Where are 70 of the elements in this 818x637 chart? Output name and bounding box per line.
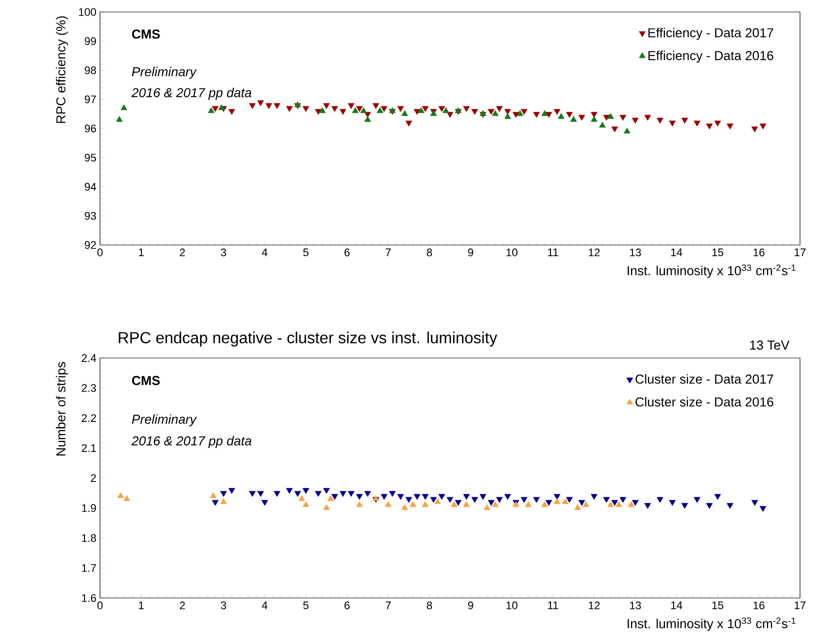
x-tick-label: 16 bbox=[754, 602, 764, 610]
x-tick-label: 3 bbox=[220, 602, 226, 610]
x-tick-label: 9 bbox=[468, 248, 474, 256]
annotation: Preliminary bbox=[132, 66, 197, 79]
x-tick-label: 1 bbox=[138, 602, 144, 610]
y-axis-title: Number of strips bbox=[56, 362, 68, 456]
x-tick-label: 2 bbox=[180, 602, 185, 610]
y-tick-label: 94 bbox=[84, 182, 96, 191]
y-tick-label: 95 bbox=[84, 154, 96, 162]
y-tick-label: 98 bbox=[84, 66, 96, 74]
y-tick-label: 97 bbox=[84, 96, 96, 104]
y-tick-label: 96 bbox=[84, 124, 96, 132]
legend-label: Cluster size - Data 2017 bbox=[636, 374, 774, 384]
x-tick-label: 5 bbox=[303, 248, 308, 256]
y-tick-label: 99 bbox=[84, 37, 96, 46]
x-tick-label: 15 bbox=[712, 602, 724, 610]
text: 13 TeV bbox=[750, 340, 790, 350]
x-tick-label: 11 bbox=[548, 248, 558, 256]
x-tick-label: 5 bbox=[303, 602, 308, 610]
legend-label: Cluster size - Data 2016 bbox=[636, 397, 774, 407]
x-tick-label: 14 bbox=[671, 602, 682, 610]
x-tick-label: 4 bbox=[262, 248, 268, 256]
y-tick-label: 2.4 bbox=[82, 354, 96, 362]
annotation: CMS bbox=[132, 30, 160, 39]
x-tick-label: 3 bbox=[220, 248, 226, 256]
x-tick-label: 16 bbox=[754, 248, 764, 256]
x-tick-label: 12 bbox=[588, 248, 600, 256]
x-axis-title: Inst. luminosity x 10$^{33}$ cm$^{-2}$s$^{-1}$ bbox=[628, 617, 796, 631]
x-tick-label: 17 bbox=[794, 248, 806, 256]
x-tick-label: 14 bbox=[671, 248, 682, 256]
x-tick-label: 0 bbox=[97, 248, 103, 256]
x-tick-label: 6 bbox=[344, 248, 350, 256]
x-tick-label: 17 bbox=[794, 602, 806, 610]
y-tick-label: 92 bbox=[84, 241, 96, 249]
y-axis-title: RPC efficiency (%) bbox=[56, 16, 68, 123]
y-tick-label: 2.1 bbox=[82, 444, 96, 452]
x-tick-label: 8 bbox=[426, 602, 432, 610]
x-tick-label: 11 bbox=[548, 602, 558, 610]
annotation: 2016 & 2017 pp data bbox=[131, 88, 252, 100]
y-tick-label: 1.7 bbox=[82, 564, 96, 572]
x-tick-label: 7 bbox=[386, 248, 391, 256]
y-tick-label: 2.2 bbox=[82, 414, 96, 422]
y-tick-label: 1.6 bbox=[82, 594, 96, 602]
annotation: 2016 & 2017 pp data bbox=[131, 436, 252, 448]
x-tick-label: 10 bbox=[506, 248, 518, 256]
x-tick-label: 10 bbox=[506, 602, 518, 610]
y-tick-label: 93 bbox=[84, 212, 96, 220]
x-tick-label: 1 bbox=[138, 248, 144, 256]
x-tick-label: 7 bbox=[386, 602, 391, 610]
y-tick-label: 2.3 bbox=[82, 384, 96, 392]
x-tick-label: 12 bbox=[588, 602, 600, 610]
x-tick-label: 15 bbox=[712, 248, 724, 256]
x-tick-label: 2 bbox=[180, 248, 185, 256]
y-tick-label: 100 bbox=[79, 8, 96, 16]
y-tick-label: 2 bbox=[90, 474, 96, 482]
x-tick-label: 9 bbox=[468, 602, 474, 610]
annotation: Preliminary bbox=[132, 414, 197, 426]
annotation: CMS bbox=[132, 376, 160, 386]
x-tick-label: 0 bbox=[97, 602, 103, 610]
chart-title: RPC endcap negative - cluster size vs inst. luminosity bbox=[118, 332, 498, 347]
legend-label: Efficiency - Data 2016 bbox=[648, 50, 774, 63]
y-tick-label: 1.8 bbox=[82, 534, 96, 542]
x-tick-label: 4 bbox=[262, 602, 268, 610]
x-tick-label: 13 bbox=[630, 248, 641, 256]
x-tick-label: 8 bbox=[426, 248, 432, 256]
legend-label: Efficiency - Data 2017 bbox=[648, 28, 774, 40]
x-tick-label: 6 bbox=[344, 602, 350, 610]
x-axis-title: Inst. luminosity x 10$^{33}$ cm$^{-2}$s$^{-1}$ bbox=[628, 264, 796, 278]
x-tick-label: 13 bbox=[630, 602, 641, 610]
y-tick-label: 1.9 bbox=[82, 504, 96, 512]
